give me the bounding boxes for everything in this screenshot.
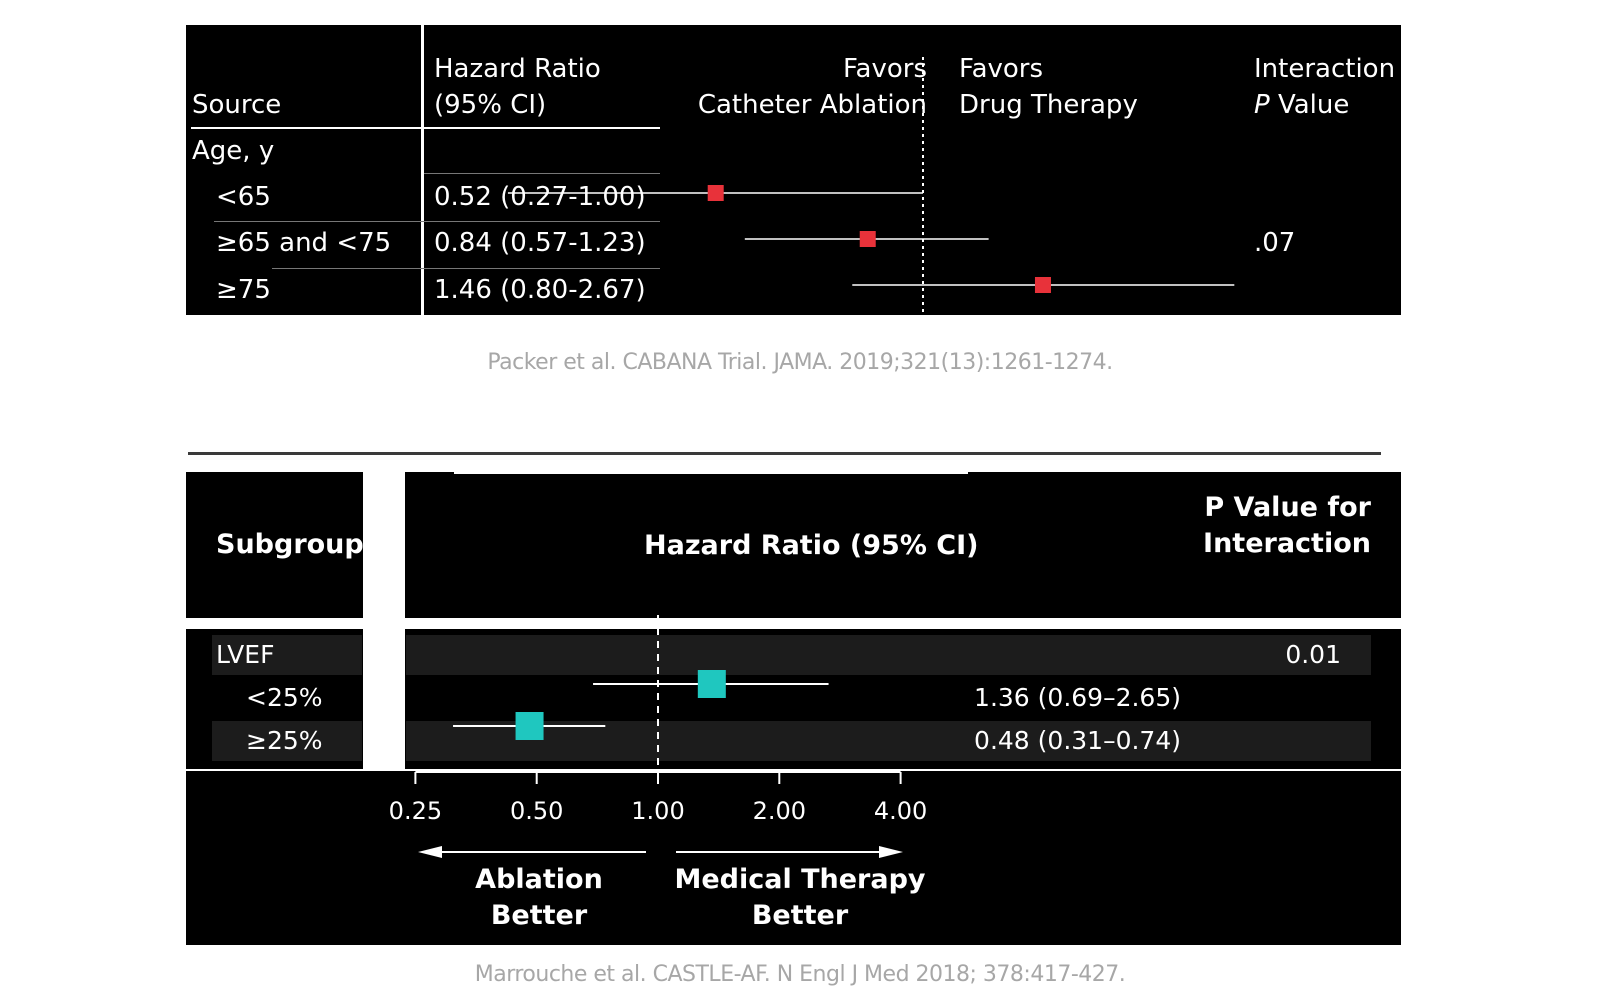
x-tick-label: 0.50 (510, 797, 563, 825)
medical-better-line1: Medical Therapy (674, 864, 926, 895)
row-hr-value: 1.46 (0.80-2.67) (434, 275, 646, 305)
row-rule (214, 221, 660, 222)
bottom-forest-plot: 0.25 0.50 1.00 2.00 4.00 (389, 615, 927, 858)
section-separator (188, 452, 1381, 455)
top-edge-line (454, 472, 968, 474)
row-label: <65 (216, 182, 271, 212)
row-label: ≥65 and <75 (216, 228, 392, 258)
header-rule-right (424, 127, 660, 129)
hr-marker (859, 231, 876, 247)
favors-drug-line1: Favors (959, 54, 1044, 84)
p-italic: P (1254, 90, 1270, 120)
x-tick-label: 2.00 (753, 797, 806, 825)
row-label: ≥75 (216, 275, 271, 305)
header-rule-left (191, 127, 421, 129)
row-shade (212, 721, 362, 761)
p-value-word: Value (1269, 90, 1350, 120)
medical-better-line2: Better (751, 900, 849, 931)
pvalue-header-line1: Interaction (1254, 54, 1396, 84)
row-shade (406, 721, 1371, 761)
group-label-lvef: LVEF (216, 640, 275, 669)
row-hr-value: 1.36 (0.69–2.65) (974, 683, 1181, 712)
favors-ablation-line1: Favors (842, 54, 927, 84)
hr-marker (515, 712, 544, 740)
subgroup-header: Subgroup (216, 529, 364, 560)
row-hr-value: 0.52 (0.27-1.00) (434, 182, 646, 212)
row-rule (424, 173, 660, 174)
row-shade (212, 635, 362, 675)
hr-header-line2: (95% CI) (434, 90, 547, 120)
right-arrowhead (879, 846, 903, 858)
bottom-citation: Marrouche et al. CASTLE-AF. N Engl J Med… (474, 962, 1126, 987)
favors-ablation-line2: Catheter Ablation (697, 90, 927, 120)
row-label: ≥25% (246, 726, 323, 755)
row-hr-value: 0.48 (0.31–0.74) (974, 726, 1181, 755)
castle-af-forest-panel: Subgroup Hazard Ratio (95% CI) P Value f… (186, 472, 1401, 945)
x-tick-label: 4.00 (874, 797, 927, 825)
favors-drug-line2: Drug Therapy (959, 90, 1138, 120)
pvalue-header-line2: P Value (1254, 87, 1349, 123)
hr-header: Hazard Ratio (95% CI) (644, 530, 979, 561)
interaction-p-value: 0.01 (1285, 640, 1341, 669)
hr-header-line1: Hazard Ratio (434, 54, 601, 84)
cabana-forest-panel: Source Hazard Ratio (95% CI) Favors Cath… (186, 25, 1401, 315)
pvalue-header-line2: Interaction (1203, 528, 1371, 559)
left-arrowhead (418, 846, 442, 858)
pvalue-header-line1: P Value for (1204, 492, 1371, 523)
group-label-age: Age, y (192, 136, 275, 166)
ablation-better-line2: Better (490, 900, 588, 931)
row-label: <25% (246, 683, 323, 712)
source-header: Source (192, 90, 282, 120)
top-forest-plot (507, 57, 1235, 315)
interaction-p-value: .07 (1254, 228, 1296, 258)
column-divider (421, 25, 424, 315)
x-tick-label: 0.25 (389, 797, 442, 825)
header-separator (186, 618, 1401, 629)
x-tick-label: 1.00 (631, 797, 684, 825)
top-citation: Packer et al. CABANA Trial. JAMA. 2019;3… (487, 350, 1113, 375)
hr-marker (697, 670, 726, 698)
ablation-better-line1: Ablation (475, 864, 603, 895)
row-shade (406, 635, 1371, 675)
hr-marker (707, 185, 724, 201)
row-rule (272, 268, 660, 269)
row-hr-value: 0.84 (0.57-1.23) (434, 228, 646, 258)
axis-separator (186, 769, 1401, 771)
hr-marker (1034, 277, 1051, 293)
